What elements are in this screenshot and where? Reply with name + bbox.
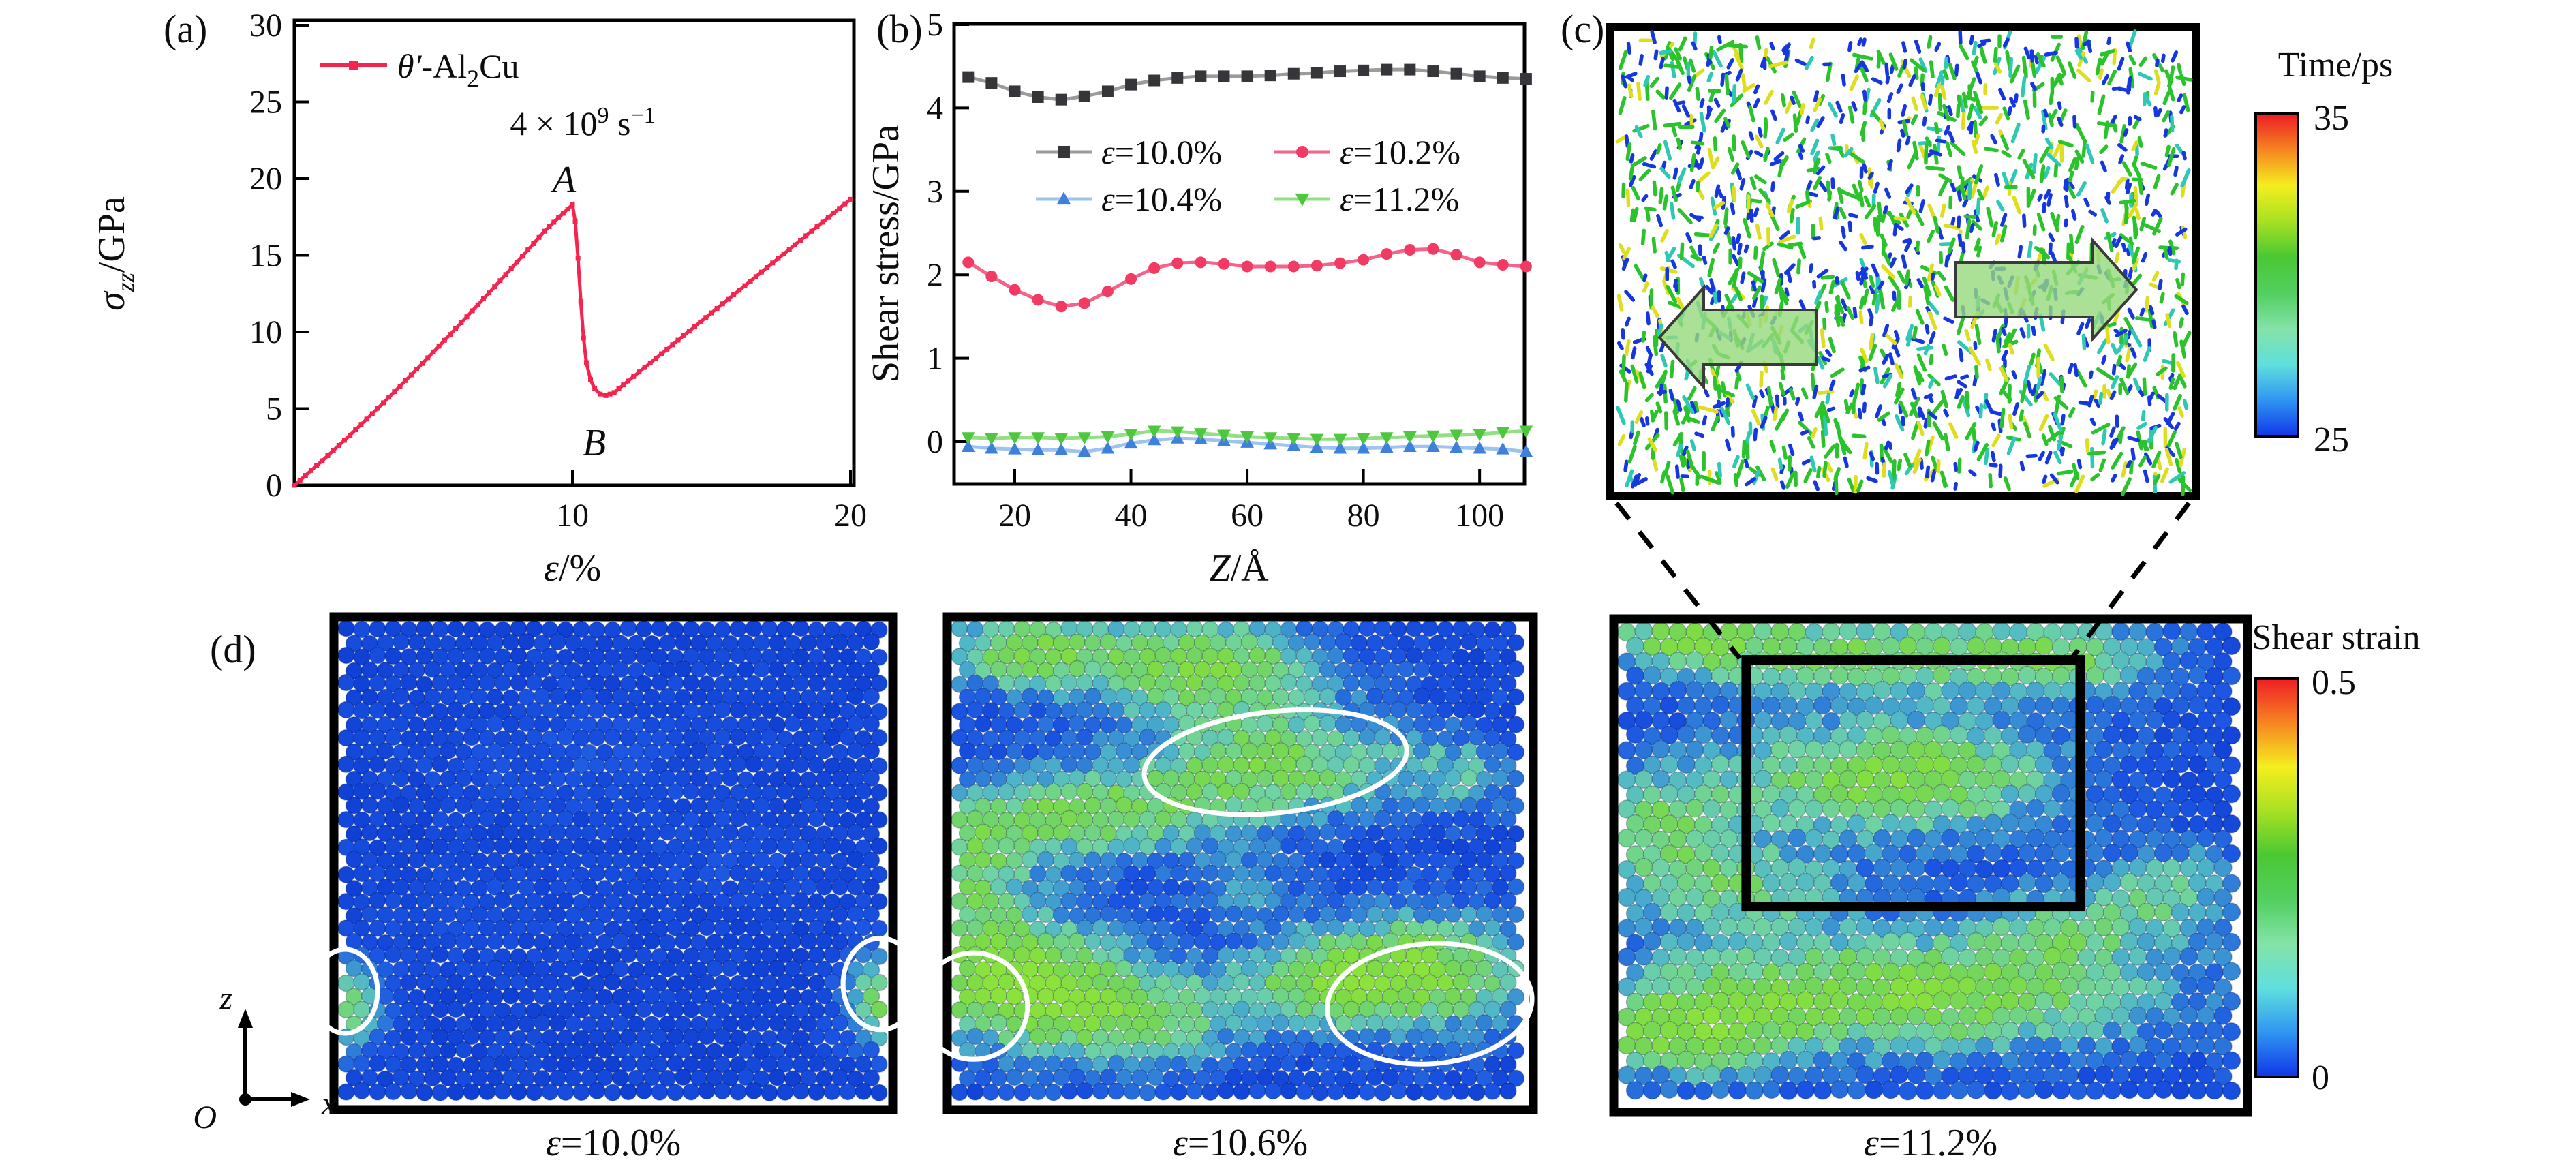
y-tick-label: 5	[266, 391, 282, 427]
panel-d-label: (d)	[210, 627, 256, 671]
y-tick-label: 2	[927, 257, 943, 293]
y-tick-label: 4	[927, 90, 943, 126]
z-axis-arrowhead-icon	[238, 1009, 253, 1028]
x-tick-label: 40	[1115, 498, 1148, 534]
series-markers-2	[961, 431, 1533, 457]
y-tick-label: 15	[249, 238, 282, 274]
legend-label: θ′-Al2Cu	[397, 47, 519, 92]
snapshot-2-label: ε=10.6%	[1173, 1122, 1308, 1164]
stress-strain-curve	[293, 198, 852, 487]
highlight-ellipse	[310, 947, 380, 1036]
y-tick-label: 0	[927, 424, 943, 460]
shear-strain-map-3	[1609, 614, 2252, 1117]
highlight-ellipse	[840, 935, 921, 1033]
legend-label: ε=10.0%	[1101, 133, 1222, 171]
time-colorbar-max: 35	[2314, 99, 2349, 138]
y-tick-label: 0	[266, 468, 282, 504]
time-colorbar-title: Time/ps	[2278, 46, 2393, 85]
strain-rate-annotation: 4 × 109 s−1	[510, 103, 655, 142]
series-line-1	[967, 247, 1527, 309]
shear-direction-arrow-right-icon	[1954, 236, 2138, 344]
snapshot-1-label: ε=10.0%	[546, 1122, 681, 1164]
x-tick-label: 100	[1455, 498, 1504, 534]
highlight-ellipse	[1141, 707, 1409, 817]
strain-colorbar-max: 0.5	[2312, 663, 2356, 702]
shear-direction-arrow-left-icon	[1657, 284, 1818, 391]
strain-colorbar-min: 0	[2312, 1058, 2329, 1097]
point-label-a: A	[550, 159, 577, 201]
strain-colorbar-title: Shear strain	[2252, 618, 2421, 657]
x-tick-label: 20	[998, 498, 1031, 534]
x-axis-label: x	[321, 1086, 336, 1122]
panel-a: (a) 0 5 10 15 20 25 30 10 20 σzz/GPa ε/% θ′-Al2C…	[95, 7, 867, 590]
x-tick-label: 20	[834, 498, 867, 534]
panel-b-xlabel: Z/Å	[1209, 547, 1269, 590]
curve-markers	[292, 196, 853, 488]
panel-a-ylabel: σzz/GPa	[95, 196, 139, 311]
x-tick-label: 10	[556, 498, 589, 534]
panel-a-legend: θ′-Al2Cu	[320, 47, 519, 92]
atoms	[1617, 621, 2241, 1101]
y-tick-label: 25	[249, 85, 282, 121]
panel-b-ylabel: Shear stress/GPa	[872, 125, 907, 382]
panel-b-label: (b)	[876, 7, 923, 51]
plot-frame	[952, 22, 1527, 486]
highlight-ellipse	[1325, 941, 1535, 1067]
time-colorbar-gradient	[2254, 112, 2299, 438]
x-axis-arrowhead-icon	[291, 1092, 310, 1107]
snapshot-frame	[942, 612, 1538, 1114]
panel-a-label: (a)	[164, 7, 207, 51]
atom-trajectory-map	[1606, 23, 2200, 500]
z-axis-label: z	[219, 980, 233, 1016]
atoms	[337, 619, 888, 1101]
strain-colorbar	[2254, 677, 2299, 1078]
y-tick-label: 3	[927, 174, 943, 210]
panel-a-xlabel: ε/%	[544, 547, 601, 590]
plot-frame	[292, 18, 856, 487]
shear-strain-map-2	[917, 612, 1538, 1114]
shear-stress-plot: 0 1 2 3 4 5 20 40 60 80 100 ε=10.0% ε=10.2% ε=10.4% ε=…	[927, 7, 1533, 534]
zoom-region-rect	[1741, 655, 2085, 912]
legend-label: ε=10.4%	[1101, 180, 1222, 218]
series-markers-0	[962, 63, 1532, 106]
x-tick-label: 80	[1347, 498, 1380, 534]
snapshot-frame	[329, 612, 898, 1114]
y-tick-label: 5	[927, 7, 943, 43]
trajectory-strokes	[1615, 29, 2193, 496]
legend-marker	[349, 61, 358, 70]
time-colorbar	[2254, 112, 2299, 438]
panel-d: (d) ε=10.0% ε=10.6% ε=11.2% z x O Shear …	[193, 612, 2421, 1164]
legend-label: ε=11.2%	[1340, 180, 1459, 218]
y-tick-label: 20	[249, 161, 282, 197]
time-colorbar-min: 25	[2314, 421, 2349, 459]
origin-dot-icon	[239, 1093, 251, 1106]
series-markers-3	[961, 425, 1533, 446]
atoms	[951, 619, 1525, 1101]
panel-b: (b) 0 1 2 3 4 5 20 40 60 80 100 ε=10.0% ε=10.2% ε=10.…	[872, 7, 1533, 590]
y-tick-label: 1	[927, 341, 943, 377]
snapshot-3-label: ε=11.2%	[1864, 1122, 1997, 1164]
highlight-ellipse	[917, 950, 1030, 1062]
coordinate-axes	[238, 1009, 310, 1107]
shear-strain-map-1	[310, 612, 921, 1114]
y-tick-label: 30	[249, 7, 282, 44]
strain-colorbar-gradient	[2254, 677, 2299, 1078]
y-tick-label: 10	[249, 314, 282, 350]
series-markers-1	[962, 243, 1532, 313]
stress-strain-plot: 0 5 10 15 20 25 30 10 20	[249, 7, 867, 534]
origin-label: O	[193, 1099, 217, 1136]
snapshot-frame	[1609, 614, 2252, 1117]
panel-c: (c) Time/ps 35 25	[1561, 7, 2393, 500]
panel-c-label: (c)	[1561, 7, 1604, 51]
legend-label: ε=10.2%	[1340, 133, 1460, 171]
x-tick-label: 60	[1231, 498, 1263, 534]
point-label-b: B	[583, 422, 606, 464]
